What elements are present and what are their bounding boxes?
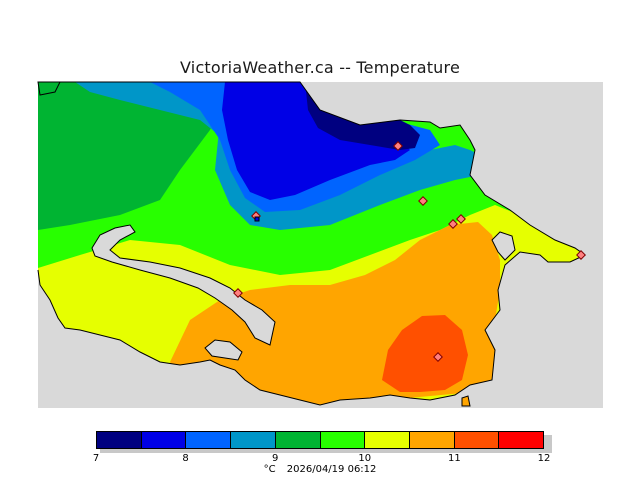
islet (461, 395, 471, 407)
legend-tick-label: 12 (537, 453, 551, 464)
color-legend (96, 431, 544, 449)
legend-swatch (231, 432, 276, 448)
inlet-harbour (204, 339, 243, 361)
legend-tick-label: 8 (182, 453, 189, 464)
station-marker[interactable] (456, 214, 466, 224)
legend-swatch (97, 432, 142, 448)
legend-swatch (409, 432, 455, 448)
legend-tick-label: 11 (448, 453, 461, 464)
legend-swatch (499, 432, 544, 448)
station-marker[interactable] (448, 219, 458, 229)
legend-swatch (141, 432, 187, 448)
station-marker[interactable] (418, 196, 428, 206)
legend-tick-label: 9 (272, 453, 279, 464)
legend-tick-label: 7 (92, 453, 100, 464)
bay-east (491, 231, 516, 261)
map-title: VictoriaWeather.ca -- Temperature (180, 58, 460, 77)
station-marker[interactable] (433, 352, 443, 362)
legend-swatch (186, 432, 232, 448)
inlet-west (91, 224, 276, 346)
footer-caption: °C 2026/04/19 06:12 (0, 464, 640, 475)
band-9-5 (38, 82, 230, 230)
coast-corner (37, 81, 61, 96)
unit-label: °C (263, 464, 276, 475)
coastline (37, 81, 586, 406)
legend-swatch (365, 432, 410, 448)
legend-swatch (275, 432, 321, 448)
legend-swatch (320, 432, 366, 448)
band-11-5 (382, 315, 468, 392)
band-8 (222, 82, 410, 200)
station-marker[interactable] (393, 141, 403, 151)
station-marker[interactable] (576, 250, 586, 260)
band-9 (75, 82, 490, 230)
legend-tick-label: 10 (358, 453, 372, 464)
timestamp: 2026/04/19 06:12 (286, 464, 377, 475)
station-marker[interactable] (254, 216, 260, 222)
legend-swatch (454, 432, 500, 448)
station-marker[interactable] (233, 288, 243, 298)
station-markers (233, 141, 586, 362)
